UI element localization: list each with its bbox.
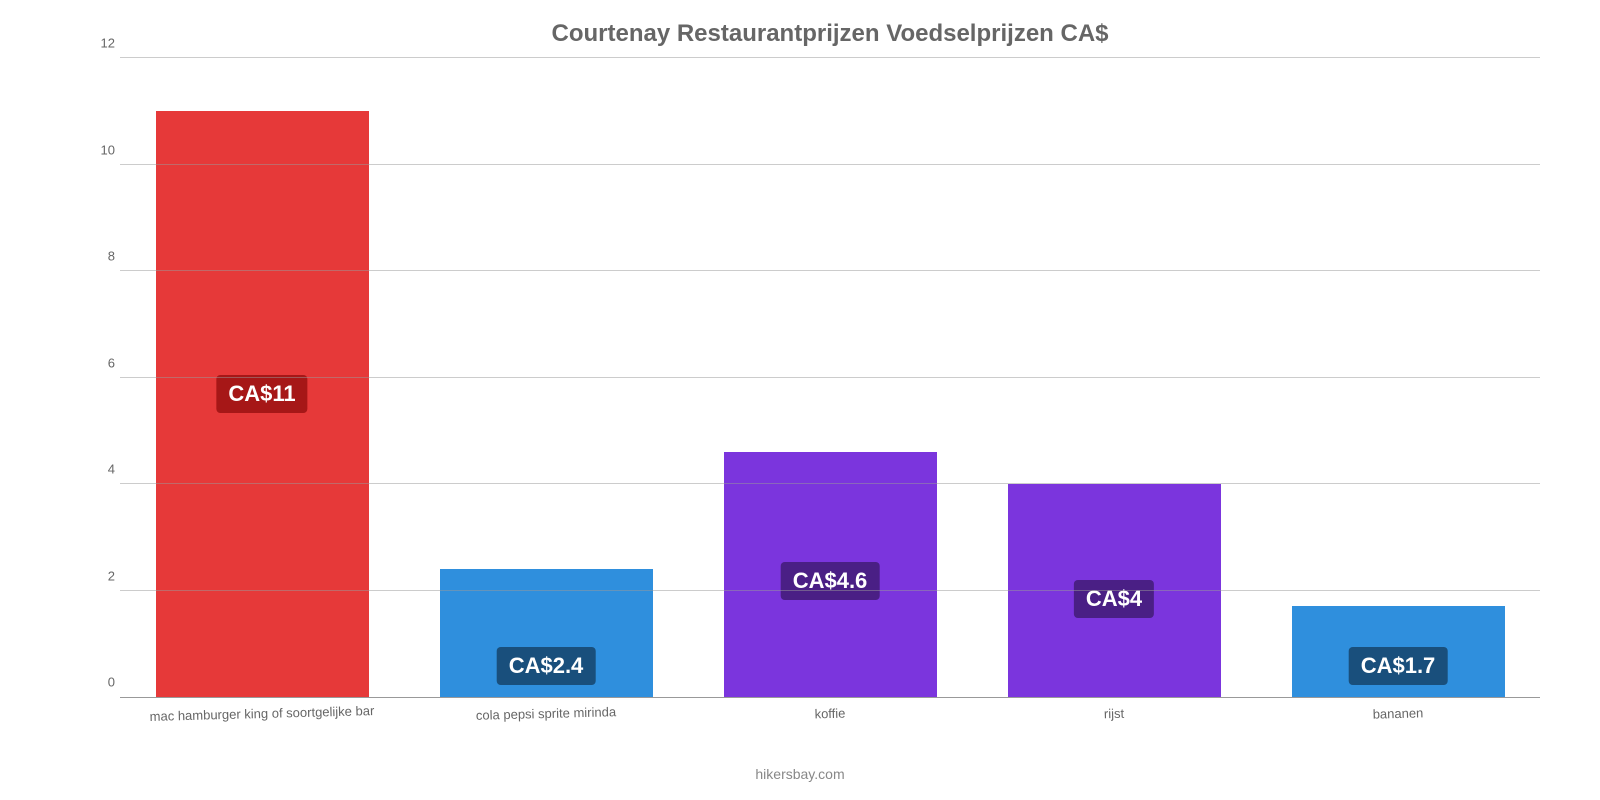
gridline: [120, 590, 1540, 591]
bar-chart: Courtenay Restaurantprijzen Voedselprijz…: [0, 0, 1600, 800]
bar: CA$2.4: [440, 569, 653, 697]
bar: CA$11: [156, 111, 369, 697]
y-tick-label: 0: [75, 675, 115, 690]
x-category-label: koffie: [688, 702, 972, 724]
bar: CA$1.7: [1292, 606, 1505, 697]
x-category-label: bananen: [1256, 702, 1540, 724]
bar-value-label: CA$4.6: [781, 562, 880, 600]
bar-value-label: CA$2.4: [497, 647, 596, 685]
gridline: [120, 483, 1540, 484]
gridline: [120, 57, 1540, 58]
bar-value-label: CA$1.7: [1349, 647, 1448, 685]
bar-slot: CA$2.4: [404, 58, 688, 697]
x-category-label: cola pepsi sprite mirinda: [404, 702, 688, 724]
bar-slot: CA$1.7: [1256, 58, 1540, 697]
attribution-text: hikersbay.com: [0, 766, 1600, 782]
x-axis: mac hamburger king of soortgelijke barco…: [120, 704, 1540, 719]
plot-area: CA$11CA$2.4CA$4.6CA$4CA$1.7 024681012: [120, 58, 1540, 698]
gridline: [120, 164, 1540, 165]
x-category-label: mac hamburger king of soortgelijke bar: [120, 702, 404, 724]
bar-slot: CA$4: [972, 58, 1256, 697]
y-tick-label: 2: [75, 568, 115, 583]
y-tick-label: 6: [75, 355, 115, 370]
bars-container: CA$11 CA$2.4 CA$4.6 CA$4 CA$1.7: [120, 58, 1540, 697]
gridline: [120, 270, 1540, 271]
y-tick-label: 4: [75, 462, 115, 477]
y-tick-label: 8: [75, 249, 115, 264]
gridline: [120, 377, 1540, 378]
y-tick-label: 12: [75, 36, 115, 51]
bar: CA$4.6: [724, 452, 937, 697]
bar-value-label: CA$4: [1074, 580, 1154, 618]
bar-slot: CA$11: [120, 58, 404, 697]
bar-value-label: CA$11: [216, 375, 307, 413]
bar-slot: CA$4.6: [688, 58, 972, 697]
x-category-label: rijst: [972, 702, 1256, 724]
y-tick-label: 10: [75, 142, 115, 157]
chart-title: Courtenay Restaurantprijzen Voedselprijz…: [120, 20, 1540, 48]
bar: CA$4: [1008, 484, 1221, 697]
